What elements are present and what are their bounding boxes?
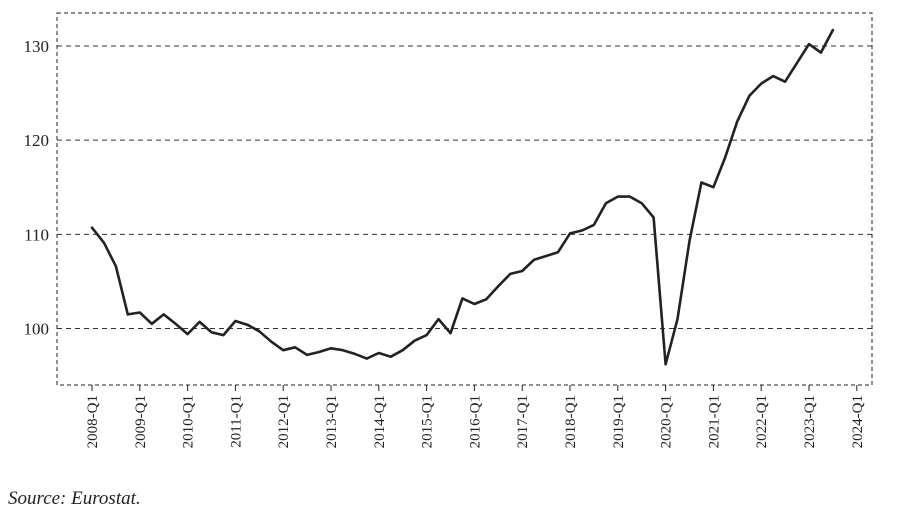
x-tick-label: 2012-Q1	[276, 395, 292, 448]
x-tick-label: 2011-Q1	[228, 395, 244, 448]
x-tick-label: 2022-Q1	[754, 395, 770, 448]
x-tick-label: 2018-Q1	[563, 395, 579, 448]
series-line	[92, 30, 833, 364]
y-tick-label: 100	[24, 319, 50, 338]
x-tick-label: 2016-Q1	[467, 395, 483, 448]
gridlines	[57, 46, 872, 329]
series-group	[92, 30, 833, 365]
x-tick-label: 2024-Q1	[850, 395, 866, 448]
x-axis-ticks: 2008-Q1 2009-Q1 2010-Q1 2011-Q1 2012-Q1 2013-…	[85, 385, 866, 448]
x-tick-label: 2015-Q1	[420, 395, 436, 448]
x-tick-label: 2008-Q1	[85, 395, 101, 448]
x-tick-label: 2023-Q1	[802, 395, 818, 448]
y-tick-label: 120	[24, 131, 50, 150]
x-tick-label: 2009-Q1	[133, 395, 149, 448]
x-tick-label: 2017-Q1	[515, 395, 531, 448]
y-tick-label: 130	[24, 37, 50, 56]
y-axis-ticks: 100 110 120 130	[24, 37, 50, 339]
x-tick-label: 2013-Q1	[324, 395, 340, 448]
x-tick-label: 2021-Q1	[706, 395, 722, 448]
x-tick-label: 2019-Q1	[611, 395, 627, 448]
x-tick-label: 2020-Q1	[659, 395, 675, 448]
x-tick-label: 2014-Q1	[372, 395, 388, 448]
y-tick-label: 110	[24, 225, 49, 244]
source-note: Source: Eurostat.	[8, 488, 141, 510]
plot-frame	[57, 13, 872, 385]
x-tick-label: 2010-Q1	[181, 395, 197, 448]
